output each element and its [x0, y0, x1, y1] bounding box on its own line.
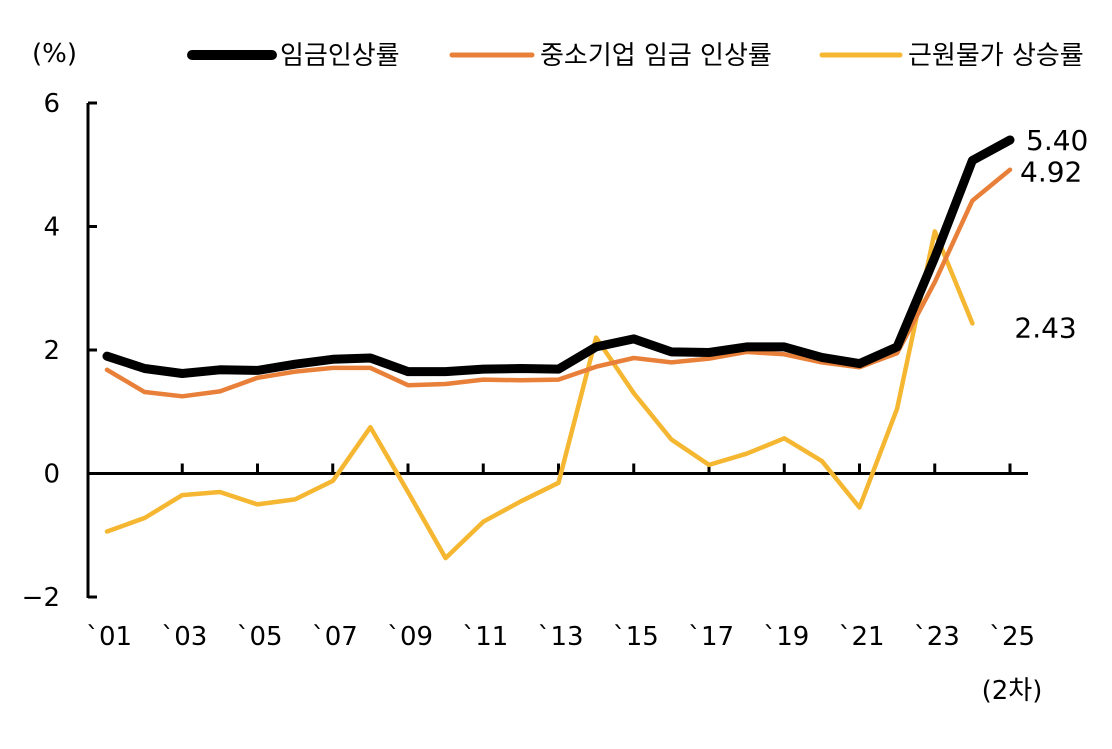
series-layer [102, 135, 1015, 561]
legend-label-wage-growth: 임금인상률 [280, 41, 400, 71]
x-axis-ticks: `01 `03 `05 `07 `09 `11 `13 `15 `17 `19 `21 `23 `25 (… [86, 463, 1043, 706]
end-value-label-2: 2.43 [1014, 311, 1076, 344]
x-tick-label: `21 [838, 622, 884, 652]
x-tick-label: `01 [86, 622, 132, 652]
x-tick-label: `15 [613, 622, 659, 652]
x-tick-label: `19 [763, 622, 809, 652]
x-tick-label: `13 [537, 622, 583, 652]
x-tick-label: `25 [989, 622, 1035, 652]
x-tick-label: `17 [688, 622, 734, 652]
series-line-2 [104, 229, 975, 561]
data-labels: 5.404.92 2.43 [1014, 124, 1088, 344]
y-axis-ticks: 6 4 2 0 −2 [22, 89, 97, 613]
y-tick-label: 0 [43, 460, 60, 490]
y-tick-label: 4 [43, 213, 60, 243]
x-tick-label: `23 [914, 622, 960, 652]
legend: 임금인상률 중소기업 임금 인상률 근원물가 상승률 [187, 41, 1084, 71]
x-tick-label: `05 [236, 622, 282, 652]
x-tick-sublabel: (2차) [982, 676, 1043, 706]
series-line-0 [102, 135, 1015, 378]
y-tick-label: 6 [43, 89, 60, 119]
y-tick-label: 2 [43, 336, 60, 366]
x-tick-label: `09 [387, 622, 433, 652]
legend-label-core-inflation: 근원물가 상승률 [908, 41, 1084, 71]
x-tick-label: `07 [312, 622, 358, 652]
end-value-label-1: 4.92 [1020, 156, 1082, 189]
y-unit-label: (%) [32, 39, 77, 69]
x-tick-label: `03 [161, 622, 207, 652]
x-tick-label: `11 [462, 622, 508, 652]
series-line-1 [104, 167, 1013, 399]
y-tick-label: −2 [22, 583, 60, 613]
end-value-label-0: 5.40 [1026, 124, 1088, 157]
legend-label-sme-wage-growth: 중소기업 임금 인상률 [540, 41, 772, 71]
